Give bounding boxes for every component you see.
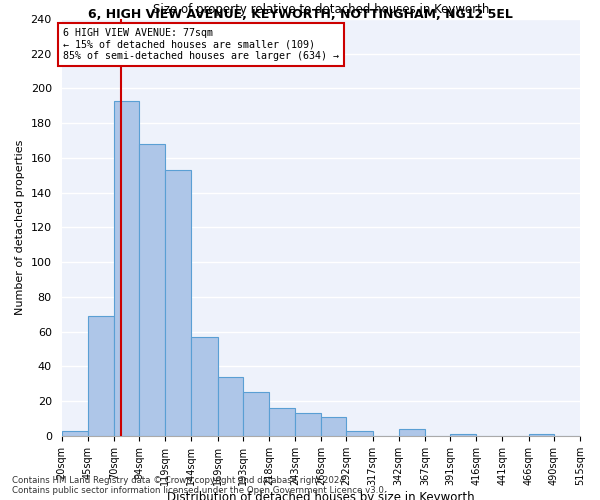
Bar <box>295 414 321 436</box>
Bar <box>269 408 295 436</box>
Bar <box>88 316 114 436</box>
Bar <box>191 337 218 436</box>
X-axis label: Distribution of detached houses by size in Keyworth: Distribution of detached houses by size … <box>167 490 475 500</box>
Title: Size of property relative to detached houses in Keyworth: Size of property relative to detached ho… <box>152 4 489 16</box>
Bar <box>218 377 243 436</box>
Text: 6 HIGH VIEW AVENUE: 77sqm
← 15% of detached houses are smaller (109)
85% of semi: 6 HIGH VIEW AVENUE: 77sqm ← 15% of detac… <box>62 28 338 61</box>
Bar <box>243 392 269 436</box>
Bar <box>114 100 139 436</box>
Text: Contains HM Land Registry data © Crown copyright and database right 2024.
Contai: Contains HM Land Registry data © Crown c… <box>12 476 386 495</box>
Bar <box>62 430 88 436</box>
Bar <box>321 417 346 436</box>
Bar <box>139 144 165 436</box>
Bar <box>165 170 191 436</box>
Bar <box>529 434 554 436</box>
Bar <box>450 434 476 436</box>
Bar <box>346 430 373 436</box>
Bar <box>399 429 425 436</box>
Text: 6, HIGH VIEW AVENUE, KEYWORTH, NOTTINGHAM, NG12 5EL: 6, HIGH VIEW AVENUE, KEYWORTH, NOTTINGHA… <box>88 8 512 20</box>
Y-axis label: Number of detached properties: Number of detached properties <box>15 140 25 315</box>
